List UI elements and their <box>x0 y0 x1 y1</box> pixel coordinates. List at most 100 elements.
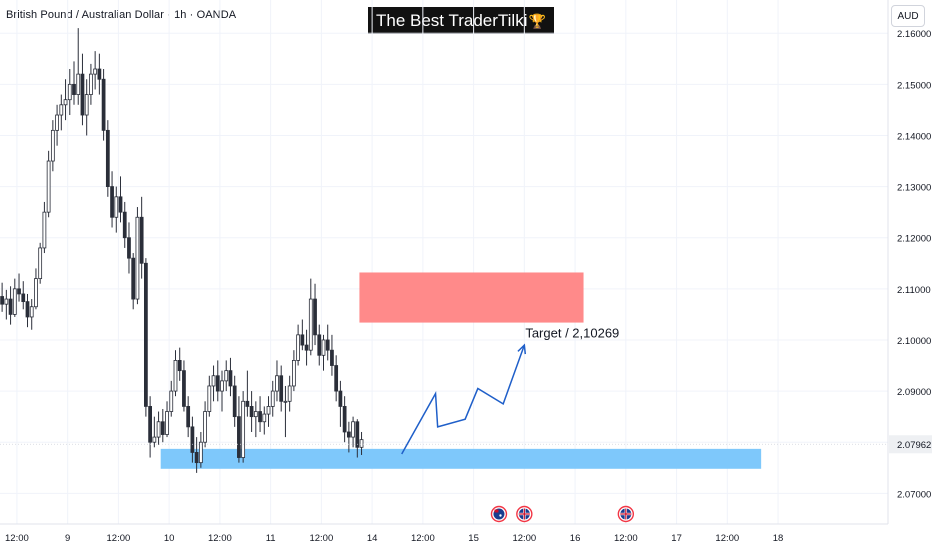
candle-body <box>313 298 317 336</box>
candle-body <box>325 339 330 351</box>
currency-button[interactable]: AUD <box>891 5 925 27</box>
candle-body <box>17 288 21 295</box>
y-tick-label: 2.10000 <box>897 336 931 347</box>
projection <box>401 343 527 455</box>
zones <box>160 272 762 469</box>
candle-body <box>308 298 313 351</box>
x-tick-label: 12:00 <box>107 533 131 544</box>
time-axis[interactable]: 12:00 9 12:00 10 12:00 11 12:00 14 12:00 15 12:00 1… <box>5 533 783 544</box>
candle-body <box>359 439 364 448</box>
uk-flag-icon[interactable] <box>617 505 635 523</box>
candle-body <box>0 296 4 305</box>
candle-body <box>72 83 76 95</box>
price-axis[interactable]: 2.070002.080002.090002.100002.110002.120… <box>0 29 932 500</box>
candle-body <box>42 211 47 249</box>
x-tick-label: 12:00 <box>5 533 29 544</box>
brand-text: The Best TraderTilki <box>376 11 528 30</box>
candle-body <box>296 334 300 361</box>
candle-body <box>355 421 360 448</box>
projection-path <box>401 344 526 455</box>
y-tick-label: 2.16000 <box>897 29 931 40</box>
candle-body <box>279 375 284 402</box>
candle-body <box>55 114 59 131</box>
target-label: Target / 2,10269 <box>525 325 619 340</box>
candle-body <box>198 441 203 464</box>
event-markers <box>490 505 635 523</box>
candle-body <box>38 247 43 280</box>
x-tick-label: 12:00 <box>309 533 333 544</box>
candle-body <box>93 68 98 75</box>
candle-body <box>211 375 216 387</box>
candle-body <box>165 411 169 435</box>
candle-body <box>190 426 195 453</box>
candle-body <box>80 73 85 116</box>
candle-body <box>304 344 309 351</box>
y-tick-label: 2.14000 <box>897 131 931 142</box>
candle-body <box>228 370 233 387</box>
candle-body <box>84 94 89 116</box>
candle-body <box>275 375 279 392</box>
candle-body <box>330 349 334 366</box>
candle-body <box>169 390 174 412</box>
y-tick-label: 2.12000 <box>897 234 931 245</box>
candle-body <box>59 104 64 116</box>
candle-body <box>135 216 140 300</box>
y-tick-label: 2.15000 <box>897 80 931 91</box>
x-tick-label: 12:00 <box>614 533 638 544</box>
candle-body <box>97 68 102 80</box>
candle-body <box>220 380 224 392</box>
x-tick-label: 12:00 <box>512 533 536 544</box>
candle-body <box>194 452 199 464</box>
candle-body <box>249 406 254 418</box>
candle-body <box>12 288 17 315</box>
x-tick-label: 18 <box>773 533 784 544</box>
candle-body <box>245 400 250 407</box>
candle-body <box>144 262 148 407</box>
candle-body <box>105 129 110 187</box>
y-tick-label: 2.07000 <box>897 489 931 500</box>
candle-body <box>127 237 131 259</box>
candle-body <box>317 334 322 356</box>
x-tick-label: 10 <box>164 533 175 544</box>
brand-badge: The Best TraderTilki🏆 <box>368 7 554 34</box>
candle-body <box>270 390 275 407</box>
candles <box>0 28 364 473</box>
x-tick-label: 9 <box>65 533 70 544</box>
candle-body <box>342 406 347 433</box>
candle-body <box>300 334 305 346</box>
last-price-label: 2.07962 <box>897 440 931 451</box>
candle-body <box>224 370 229 382</box>
grid <box>0 0 888 524</box>
au-flag-icon[interactable] <box>490 505 508 523</box>
candle-body <box>46 160 51 213</box>
demand-zone[interactable] <box>160 448 762 469</box>
candle-body <box>34 278 38 308</box>
projection-arrowhead <box>517 343 527 355</box>
x-tick-label: 15 <box>468 533 479 544</box>
supply-zone[interactable] <box>359 272 584 323</box>
trophy-icon: 🏆 <box>528 13 546 29</box>
candle-body <box>139 216 144 264</box>
x-tick-label: 14 <box>367 533 378 544</box>
candle-body <box>118 196 123 213</box>
candle-body <box>177 360 182 372</box>
candle-body <box>131 257 136 300</box>
candle-body <box>334 365 339 392</box>
candle-body <box>101 78 106 131</box>
x-tick-label: 12:00 <box>208 533 232 544</box>
candle-body <box>160 421 165 435</box>
candle-body <box>148 406 152 443</box>
x-tick-label: 16 <box>570 533 581 544</box>
x-tick-label: 12:00 <box>715 533 739 544</box>
candle-body <box>232 385 237 418</box>
y-tick-label: 2.13000 <box>897 183 931 194</box>
candle-body <box>63 99 68 106</box>
candle-body <box>283 400 288 403</box>
x-tick-label: 11 <box>266 533 276 544</box>
uk-flag-icon[interactable] <box>516 505 533 523</box>
candle-body <box>266 406 271 415</box>
candle-body <box>29 306 34 318</box>
candle-body <box>8 298 13 315</box>
